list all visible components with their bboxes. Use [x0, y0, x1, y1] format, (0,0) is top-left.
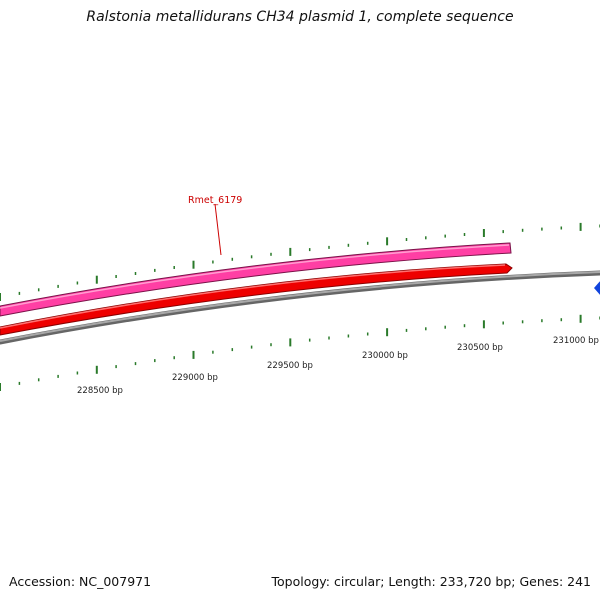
outer-tick-ring	[0, 222, 600, 301]
gene-rmet-6179[interactable]	[0, 242, 512, 317]
inner-tick-ring	[0, 314, 600, 391]
sequence-summary: Topology: circular; Length: 233,720 bp; …	[271, 574, 592, 589]
gene-reverse-strand[interactable]	[0, 263, 513, 336]
ruler-label-230500: 230500 bp	[457, 343, 503, 353]
gene-label-rmet-6179: Rmet_6179	[188, 195, 242, 206]
accession-text: Accession: NC_007971	[9, 574, 152, 589]
feature-marker[interactable]	[594, 280, 600, 296]
ruler-label-229000: 229000 bp	[172, 373, 218, 383]
plasmid-backbone	[0, 270, 600, 345]
gene-label-pointer	[214, 203, 222, 256]
ruler-label-231000: 231000 bp	[553, 336, 599, 346]
ruler-label-230000: 230000 bp	[362, 351, 408, 361]
ruler-label-228500: 228500 bp	[77, 386, 123, 396]
map-title: Ralstonia metallidurans CH34 plasmid 1, …	[86, 9, 514, 25]
ruler-label-229500: 229500 bp	[267, 361, 313, 371]
